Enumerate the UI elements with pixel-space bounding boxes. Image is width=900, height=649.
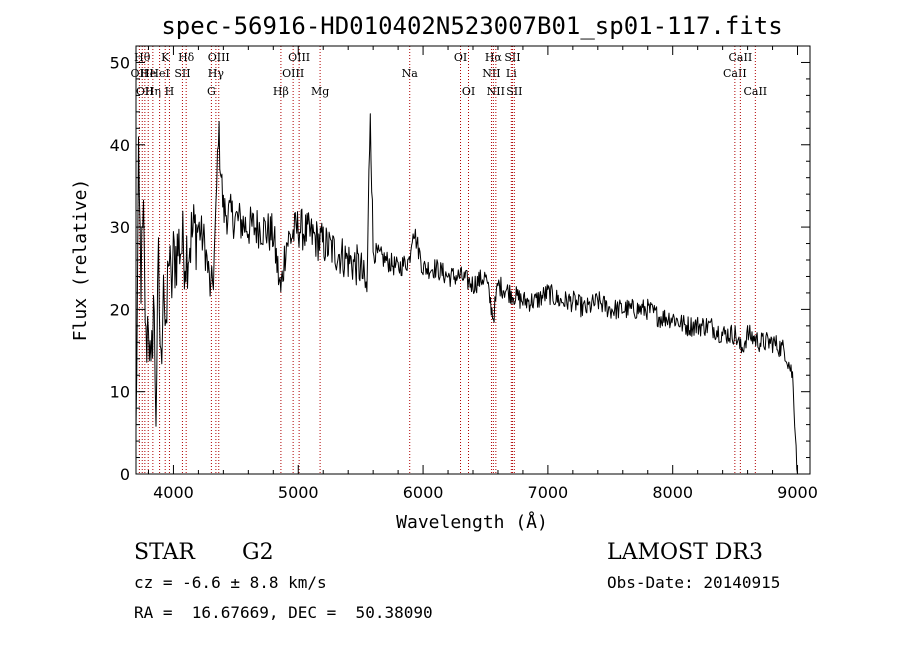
spectral-line-label: Mg <box>311 85 329 98</box>
chart-title: spec-56916-HD010402N523007B01_sp01-117.f… <box>161 12 782 40</box>
x-tick-label: 7000 <box>528 483 569 502</box>
spectral-line-label: H <box>165 85 175 98</box>
y-tick-label: 10 <box>110 383 130 402</box>
subclass: G2 <box>242 540 274 565</box>
coordinates: RA = 16.67669, DEC = 50.38090 <box>134 603 433 622</box>
plot-frame <box>135 45 811 475</box>
y-tick-label: 40 <box>110 136 130 155</box>
spectral-line-label: SII <box>506 85 522 98</box>
spectral-line-label: OII <box>136 85 154 98</box>
y-tick-label: 50 <box>110 53 130 72</box>
y-tick-label: 20 <box>110 300 130 319</box>
spectral-line-label: Li <box>506 67 517 80</box>
x-tick-label: 8000 <box>652 483 693 502</box>
object-class: STAR <box>134 540 195 565</box>
spectral-line-label: OIII <box>282 67 304 80</box>
flux-series <box>135 113 798 475</box>
spectral-line-label: K <box>161 51 170 64</box>
redshift-velocity: cz = -6.6 ± 8.8 km/s <box>134 573 327 592</box>
observation-date: Obs-Date: 20140915 <box>607 573 781 592</box>
axes: 4000 5000 6000 7000 8000 9000 0 10 20 30 40 50 <box>110 45 818 502</box>
spectral-line-label: He <box>140 67 156 80</box>
spectral-line-label: CaII <box>723 67 747 80</box>
spectral-line-label: Hβ <box>273 85 289 98</box>
x-tick-label: 5000 <box>278 483 319 502</box>
spectral-line-label: Hθ <box>134 51 151 64</box>
spectral-line-label: HeI <box>149 67 169 80</box>
y-tick-label: 30 <box>110 218 130 237</box>
spectral-line-markers: OIIHθOIIHeHηHeIKHSIIHδGHγOIIIHβOIIIOIIIM… <box>131 46 767 474</box>
spectral-line-label: Hη <box>145 85 161 98</box>
spectral-line-label: G <box>207 85 216 98</box>
y-axis-label: Flux (relative) <box>70 179 91 342</box>
spectral-line-label: OIII <box>288 51 310 64</box>
spectral-line-label: OI <box>454 51 467 64</box>
spectral-line-label: Hδ <box>178 51 195 64</box>
spectral-line-label: OI <box>462 85 475 98</box>
spectral-line-label: NII <box>487 85 505 98</box>
spectral-line-label: SII <box>504 51 520 64</box>
x-tick-label: 6000 <box>403 483 444 502</box>
x-tick-label: 4000 <box>153 483 194 502</box>
flux-line <box>135 113 798 475</box>
spectral-line-label: NII <box>482 67 500 80</box>
spectral-line-label: Hγ <box>208 67 225 80</box>
spectral-line-label: SII <box>174 67 190 80</box>
spectral-line-label: OIII <box>208 51 230 64</box>
spectral-line-label: CaII <box>743 85 767 98</box>
spectral-line-label: CaII <box>729 51 753 64</box>
survey-name: LAMOST DR3 <box>607 540 763 565</box>
spectral-line-label: Na <box>402 67 419 80</box>
spectral-line-label: OII <box>131 67 149 80</box>
spectral-line-label: Hα <box>485 51 503 64</box>
x-axis-label: Wavelength (Å) <box>396 511 548 533</box>
y-tick-label: 0 <box>120 465 130 484</box>
x-tick-label: 9000 <box>777 483 818 502</box>
